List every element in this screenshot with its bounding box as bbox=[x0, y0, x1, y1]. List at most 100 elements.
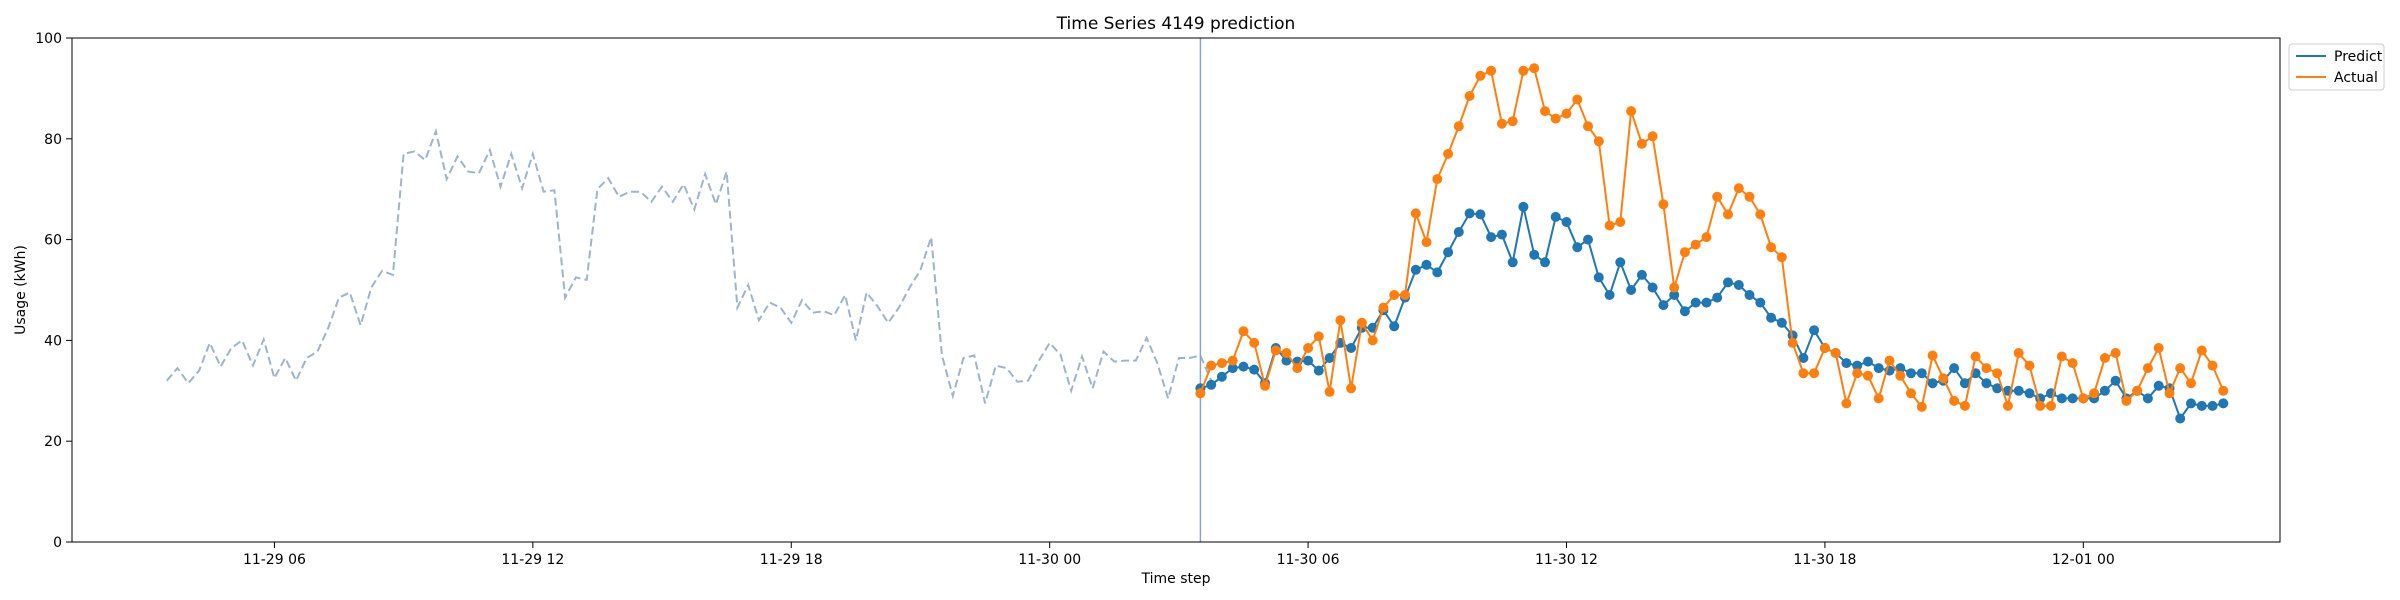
point-actual-53 bbox=[1766, 242, 1777, 253]
point-actual-84 bbox=[2099, 353, 2110, 363]
point-actual-58 bbox=[1819, 343, 1830, 353]
point-actual-43 bbox=[1658, 199, 1669, 210]
point-actual-0 bbox=[1195, 388, 1206, 399]
point-actual-18 bbox=[1389, 290, 1400, 300]
point-actual-45 bbox=[1679, 247, 1690, 258]
point-actual-77 bbox=[2024, 360, 2035, 371]
point-actual-17 bbox=[1378, 302, 1389, 313]
point-actual-20 bbox=[1410, 208, 1421, 219]
point-actual-7 bbox=[1270, 345, 1281, 356]
point-predict-73 bbox=[1981, 378, 1992, 389]
point-predict-81 bbox=[2067, 393, 2078, 404]
point-actual-30 bbox=[1518, 65, 1529, 76]
point-actual-8 bbox=[1281, 348, 1292, 358]
point-predict-93 bbox=[2196, 400, 2207, 411]
point-predict-4 bbox=[1238, 361, 1249, 372]
point-predict-40 bbox=[1626, 285, 1637, 295]
point-predict-85 bbox=[2110, 375, 2121, 386]
point-actual-23 bbox=[1443, 148, 1454, 159]
point-predict-66 bbox=[1906, 368, 1916, 379]
point-actual-80 bbox=[2056, 351, 2067, 362]
point-predict-84 bbox=[2099, 385, 2110, 396]
point-predict-34 bbox=[1561, 217, 1572, 227]
point-actual-22 bbox=[1432, 174, 1443, 185]
point-predict-48 bbox=[1712, 292, 1723, 303]
x-tick-label-0: 11-29 06 bbox=[243, 552, 306, 568]
point-predict-21 bbox=[1421, 259, 1432, 270]
point-actual-25 bbox=[1464, 91, 1475, 101]
point-actual-40 bbox=[1626, 106, 1637, 117]
point-predict-36 bbox=[1583, 234, 1593, 245]
point-predict-47 bbox=[1701, 297, 1712, 308]
point-predict-61 bbox=[1852, 360, 1863, 371]
point-actual-86 bbox=[2121, 395, 2132, 406]
point-actual-82 bbox=[2078, 393, 2089, 404]
point-actual-35 bbox=[1572, 94, 1583, 105]
point-predict-39 bbox=[1615, 257, 1626, 268]
point-actual-52 bbox=[1755, 209, 1766, 220]
point-actual-68 bbox=[1927, 350, 1938, 361]
axes: 0 20 40 60 80 100 11-29 06 11-29 12 11-29 18 11-3… bbox=[35, 31, 2281, 568]
point-predict-71 bbox=[1959, 378, 1970, 389]
point-predict-91 bbox=[2175, 413, 2186, 424]
point-actual-3 bbox=[1227, 355, 1238, 366]
point-actual-9 bbox=[1292, 363, 1303, 374]
point-actual-78 bbox=[2035, 400, 2046, 411]
point-actual-71 bbox=[1959, 400, 1970, 411]
point-actual-90 bbox=[2164, 388, 2175, 399]
point-predict-2 bbox=[1216, 371, 1227, 382]
point-actual-28 bbox=[1496, 118, 1507, 129]
point-actual-87 bbox=[2132, 385, 2143, 396]
point-actual-10 bbox=[1303, 343, 1314, 353]
point-predict-45 bbox=[1679, 306, 1690, 317]
point-predict-68 bbox=[1927, 378, 1938, 389]
point-actual-31 bbox=[1529, 63, 1540, 74]
point-actual-1 bbox=[1206, 360, 1217, 371]
series-line-actual bbox=[1199, 66, 2225, 410]
point-predict-12 bbox=[1324, 353, 1335, 363]
point-predict-24 bbox=[1453, 227, 1464, 237]
point-predict-41 bbox=[1636, 269, 1647, 280]
point-predict-80 bbox=[2056, 393, 2067, 404]
point-predict-38 bbox=[1604, 290, 1615, 300]
x-tick-label-2: 11-29 18 bbox=[760, 552, 823, 568]
point-predict-29 bbox=[1507, 257, 1518, 268]
point-predict-88 bbox=[2142, 393, 2153, 404]
point-predict-52 bbox=[1755, 297, 1766, 308]
point-predict-5 bbox=[1249, 364, 1260, 375]
y-axis-label: Usage (kWh) bbox=[13, 245, 29, 335]
point-predict-77 bbox=[2024, 388, 2035, 399]
point-actual-85 bbox=[2110, 348, 2121, 358]
point-actual-34 bbox=[1561, 108, 1572, 119]
point-actual-4 bbox=[1238, 326, 1249, 337]
x-tick-label-4: 11-30 06 bbox=[1277, 552, 1340, 568]
point-actual-79 bbox=[2046, 400, 2056, 411]
x-tick-label-1: 11-29 12 bbox=[501, 552, 564, 568]
point-predict-44 bbox=[1669, 290, 1680, 300]
point-actual-54 bbox=[1776, 252, 1787, 263]
point-actual-13 bbox=[1335, 315, 1346, 326]
point-actual-6 bbox=[1260, 380, 1270, 391]
point-actual-46 bbox=[1690, 239, 1701, 250]
point-actual-95 bbox=[2218, 385, 2229, 396]
point-actual-2 bbox=[1216, 358, 1227, 369]
plot-area bbox=[166, 38, 2229, 542]
point-predict-3 bbox=[1227, 363, 1238, 374]
point-actual-67 bbox=[1916, 401, 1927, 412]
history-line bbox=[166, 127, 1213, 404]
point-predict-26 bbox=[1475, 209, 1486, 220]
point-predict-18 bbox=[1389, 321, 1400, 332]
x-tick-label-3: 11-30 00 bbox=[1018, 552, 1081, 568]
point-actual-16 bbox=[1367, 335, 1378, 346]
point-predict-42 bbox=[1647, 282, 1658, 293]
point-actual-70 bbox=[1949, 395, 1960, 406]
point-predict-22 bbox=[1432, 267, 1443, 278]
point-predict-35 bbox=[1572, 242, 1583, 253]
point-predict-1 bbox=[1206, 379, 1217, 390]
point-actual-59 bbox=[1830, 348, 1841, 358]
point-actual-14 bbox=[1346, 383, 1357, 394]
point-predict-62 bbox=[1863, 356, 1873, 367]
x-tick-label-6: 11-30 18 bbox=[1793, 552, 1856, 568]
point-predict-20 bbox=[1410, 264, 1421, 275]
